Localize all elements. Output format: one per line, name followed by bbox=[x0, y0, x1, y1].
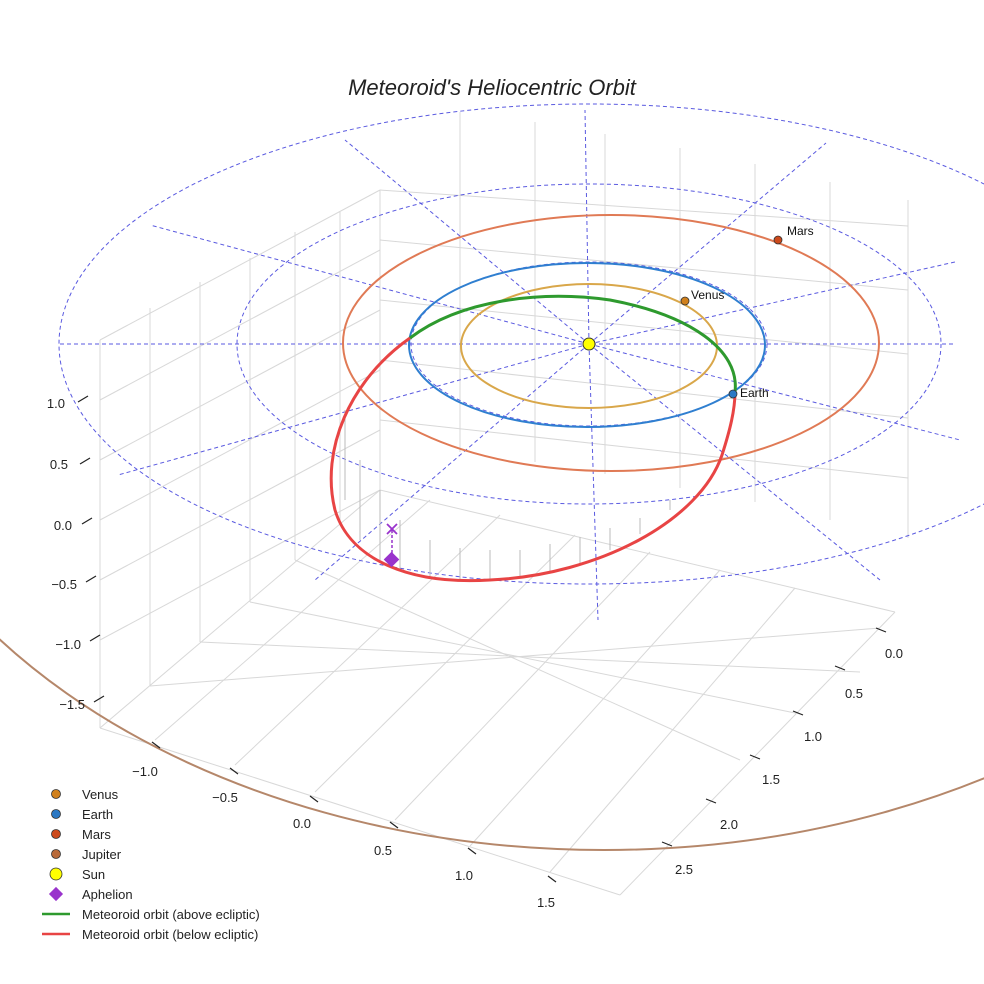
legend-mars-marker bbox=[51, 829, 61, 839]
ecliptic-reference-grid bbox=[58, 103, 984, 621]
venus-label: Venus bbox=[691, 288, 724, 302]
jupiter-orbit bbox=[0, 638, 984, 851]
chart-title: Meteoroid's Heliocentric Orbit bbox=[348, 75, 637, 100]
legend-venus-marker bbox=[51, 789, 61, 799]
legend-label: Venus bbox=[82, 787, 119, 802]
x-axis bbox=[661, 627, 887, 847]
legend-label: Meteoroid orbit (above ecliptic) bbox=[82, 907, 260, 922]
y-tick-label: 0.5 bbox=[374, 843, 392, 858]
earth-marker bbox=[728, 389, 738, 399]
x-tick-label: 0.0 bbox=[885, 646, 903, 661]
x-tick-label: 2.5 bbox=[675, 862, 693, 877]
legend-label: Aphelion bbox=[82, 887, 133, 902]
drop-lines bbox=[344, 410, 671, 580]
z-tick-label: −0.5 bbox=[51, 577, 77, 592]
venus-marker bbox=[680, 296, 690, 306]
z-tick-label: 0.5 bbox=[50, 457, 68, 472]
legend-label: Sun bbox=[82, 867, 105, 882]
y-tick-label: −0.5 bbox=[212, 790, 238, 805]
x-tick-label: 0.5 bbox=[845, 686, 863, 701]
x-tick-label: 1.5 bbox=[762, 772, 780, 787]
mars-marker bbox=[773, 235, 783, 245]
legend-aphelion-marker bbox=[48, 886, 64, 902]
legend-label: Earth bbox=[82, 807, 113, 822]
earth-label: Earth bbox=[740, 386, 769, 400]
legend-label: Mars bbox=[82, 827, 111, 842]
x-tick-label: 2.0 bbox=[720, 817, 738, 832]
mars-orbit bbox=[342, 214, 880, 472]
z-tick-label: 1.0 bbox=[47, 396, 65, 411]
legend-jupiter-marker bbox=[51, 849, 61, 859]
legend-label: Jupiter bbox=[82, 847, 122, 862]
earth-orbit bbox=[408, 262, 766, 428]
z-tick-label: 0.0 bbox=[54, 518, 72, 533]
z-axis bbox=[77, 395, 105, 703]
y-tick-label: 1.5 bbox=[537, 895, 555, 910]
legend-earth-marker bbox=[51, 809, 61, 819]
legend-label: Meteoroid orbit (below ecliptic) bbox=[82, 927, 258, 942]
x-tick-label: 1.0 bbox=[804, 729, 822, 744]
meteoroid-orbit-below bbox=[329, 336, 737, 583]
y-tick-label: −1.0 bbox=[132, 764, 158, 779]
y-tick-label: 1.0 bbox=[455, 868, 473, 883]
y-tick-label: 0.0 bbox=[293, 816, 311, 831]
sun-marker bbox=[582, 337, 596, 351]
meteoroid-orbit-above bbox=[409, 294, 737, 393]
mars-label: Mars bbox=[787, 224, 814, 238]
y-axis bbox=[151, 741, 557, 883]
aphelion-projection-marker bbox=[386, 523, 398, 535]
z-tick-label: −1.5 bbox=[59, 697, 85, 712]
z-tick-label: −1.0 bbox=[55, 637, 81, 652]
legend: Venus Earth Mars Jupiter Sun Aphelion Me… bbox=[42, 787, 260, 942]
legend-sun-marker bbox=[49, 867, 63, 881]
